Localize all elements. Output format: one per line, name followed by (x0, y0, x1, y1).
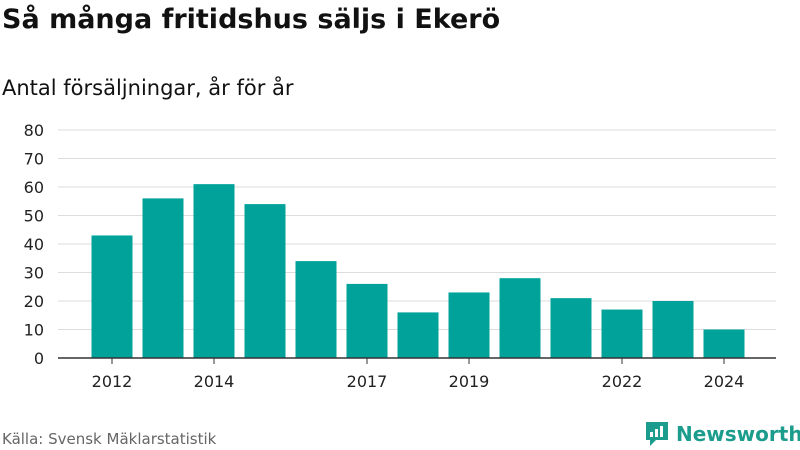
bar (244, 204, 286, 358)
chart-subtitle: Antal försäljningar, år för år (2, 76, 294, 100)
bar (652, 301, 694, 358)
x-tick-label: 2014 (194, 372, 235, 391)
bar (142, 198, 184, 358)
y-tick-label: 80 (24, 121, 44, 140)
y-tick-label: 70 (24, 150, 44, 169)
bar (295, 261, 337, 358)
bar (397, 312, 439, 358)
brand-name: Newsworthy (676, 422, 800, 446)
y-tick-label: 60 (24, 178, 44, 197)
y-tick-label: 20 (24, 292, 44, 311)
x-tick-label: 2012 (92, 372, 133, 391)
bar (193, 184, 235, 358)
newsworthy-logo-icon (646, 422, 668, 446)
x-tick-label: 2024 (704, 372, 745, 391)
bar (448, 292, 490, 358)
source-note: Källa: Svensk Mäklarstatistik (2, 430, 217, 448)
x-tick-label: 2022 (602, 372, 643, 391)
x-tick-label: 2017 (347, 372, 388, 391)
y-tick-label: 50 (24, 207, 44, 226)
bar (703, 329, 745, 358)
bar (346, 283, 388, 358)
bar (550, 298, 592, 358)
bar (601, 309, 643, 358)
bar (91, 235, 133, 358)
y-tick-label: 40 (24, 235, 44, 254)
brand-logo: Newsworthy (644, 420, 800, 448)
y-tick-label: 30 (24, 264, 44, 283)
bar (499, 278, 541, 358)
y-tick-label: 0 (34, 349, 44, 368)
y-tick-label: 10 (24, 321, 44, 340)
bar-chart: 0 10 20 30 40 50 60 70 80 2012 2014 2017 2019 2022 202… (24, 121, 776, 391)
x-tick-label: 2019 (449, 372, 490, 391)
chart-title: Så många fritidshus säljs i Ekerö (2, 4, 501, 35)
